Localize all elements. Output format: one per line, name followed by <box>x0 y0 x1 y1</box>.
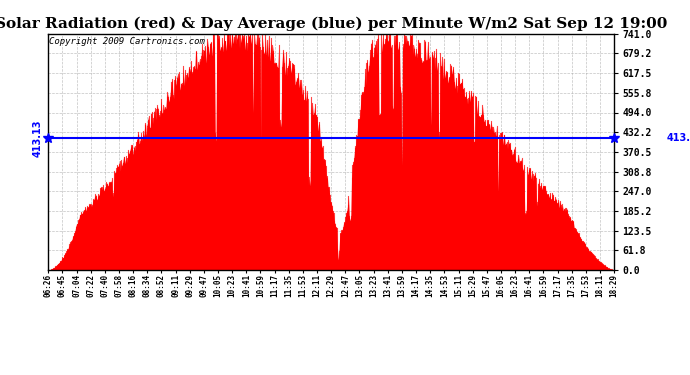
Text: 413.13: 413.13 <box>32 120 43 157</box>
Text: 413.13: 413.13 <box>667 133 690 143</box>
Text: Copyright 2009 Cartronics.com: Copyright 2009 Cartronics.com <box>50 37 206 46</box>
Title: Solar Radiation (red) & Day Average (blue) per Minute W/m2 Sat Sep 12 19:00: Solar Radiation (red) & Day Average (blu… <box>0 17 667 31</box>
